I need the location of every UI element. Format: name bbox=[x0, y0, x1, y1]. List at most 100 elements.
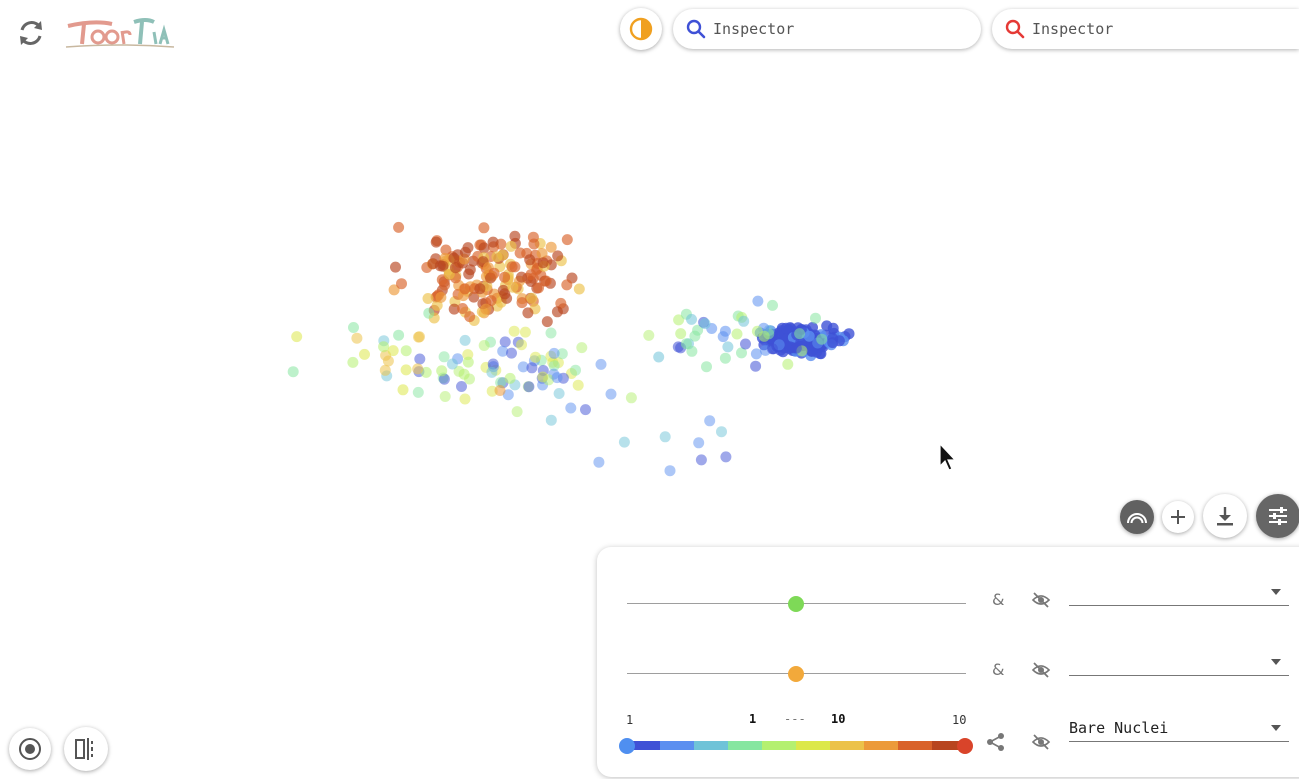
scatter-point bbox=[438, 373, 450, 385]
color-range-thumb-high[interactable] bbox=[957, 738, 973, 754]
scatter-point bbox=[541, 316, 553, 328]
scatter-point bbox=[393, 329, 405, 341]
scatter-point bbox=[450, 262, 461, 274]
scatter-point bbox=[351, 332, 363, 344]
color-range-thumb-low[interactable] bbox=[619, 738, 635, 754]
scatter-point bbox=[505, 240, 517, 252]
scatter-point bbox=[695, 454, 707, 466]
scatter-point bbox=[686, 313, 697, 325]
scatter-point bbox=[673, 314, 685, 326]
scatter-point bbox=[474, 283, 486, 295]
scatter-point bbox=[548, 360, 560, 372]
scatter-point bbox=[565, 402, 577, 414]
scatter-point bbox=[528, 238, 540, 250]
recenter-button[interactable] bbox=[9, 728, 51, 770]
color-field-select[interactable]: Bare Nuclei bbox=[1069, 717, 1289, 742]
scatter-point bbox=[810, 312, 821, 324]
scatter-point bbox=[359, 348, 370, 360]
toorpia-logo bbox=[64, 14, 176, 52]
filter-field-select-1[interactable] bbox=[1069, 581, 1289, 606]
scatter-point bbox=[488, 267, 500, 279]
scatter-point bbox=[740, 338, 751, 350]
scatter-point bbox=[766, 343, 778, 355]
scatter-point bbox=[701, 361, 712, 373]
visibility-off-icon[interactable] bbox=[1031, 732, 1051, 756]
split-view-button[interactable] bbox=[64, 727, 108, 771]
scatter-point bbox=[516, 297, 528, 309]
tune-icon bbox=[1269, 507, 1287, 525]
scatter-point bbox=[593, 456, 605, 468]
filter-slider-thumb-1[interactable] bbox=[788, 596, 804, 612]
download-button[interactable] bbox=[1203, 494, 1247, 538]
scatter-point bbox=[816, 333, 828, 345]
scatter-point bbox=[738, 315, 750, 327]
mouse-cursor-icon bbox=[938, 442, 958, 476]
scatter-point bbox=[680, 338, 692, 350]
filter-field-select-2[interactable] bbox=[1069, 651, 1289, 676]
settings-toggle-button[interactable] bbox=[1256, 494, 1299, 538]
visibility-off-icon[interactable] bbox=[1031, 590, 1051, 614]
scatter-point bbox=[379, 364, 391, 376]
chevron-down-icon bbox=[1271, 725, 1281, 731]
scatter-point bbox=[806, 345, 818, 357]
scatter-point bbox=[412, 386, 424, 398]
scatter-point bbox=[462, 356, 474, 368]
scatter-point bbox=[750, 360, 762, 372]
inspector-search-blue[interactable]: Inspector bbox=[673, 9, 981, 49]
share-icon[interactable] bbox=[986, 732, 1006, 756]
scatter-point bbox=[478, 242, 490, 254]
scatter-point bbox=[497, 249, 509, 261]
scatter-point bbox=[580, 404, 591, 416]
download-icon bbox=[1217, 507, 1233, 526]
scatter-point bbox=[456, 381, 467, 392]
scatter-point bbox=[504, 372, 516, 384]
scatter-point bbox=[509, 230, 521, 242]
scatter-point bbox=[291, 331, 303, 343]
scatter-point bbox=[803, 330, 815, 342]
scatter-point bbox=[414, 353, 426, 365]
color-scale-bar[interactable] bbox=[626, 741, 966, 750]
search-icon bbox=[1005, 19, 1025, 39]
scatter-point bbox=[400, 364, 412, 376]
chevron-down-icon bbox=[1271, 589, 1281, 595]
scatter-point bbox=[414, 331, 425, 343]
scatter-point bbox=[790, 342, 802, 354]
scatter-point bbox=[595, 358, 607, 370]
add-button[interactable] bbox=[1162, 501, 1194, 533]
scatter-point bbox=[497, 345, 509, 357]
theme-toggle-button[interactable] bbox=[620, 8, 662, 50]
scatter-point bbox=[495, 377, 507, 388]
scatter-point bbox=[438, 351, 450, 363]
filter-slider-thumb-2[interactable] bbox=[788, 666, 804, 682]
scatter-point bbox=[464, 264, 476, 276]
scatter-point bbox=[388, 284, 400, 296]
color-scale-segment bbox=[830, 741, 864, 750]
scatter-point bbox=[480, 303, 492, 315]
layers-button[interactable] bbox=[1120, 500, 1154, 534]
scatter-point bbox=[548, 347, 560, 359]
contrast-icon bbox=[629, 17, 653, 41]
scatter-point bbox=[545, 327, 557, 339]
scatter-point bbox=[659, 431, 671, 443]
scatter-point bbox=[573, 283, 585, 295]
scatter-point bbox=[653, 351, 665, 363]
scatter-point bbox=[439, 279, 451, 291]
scatter-point bbox=[556, 348, 568, 360]
scatter-point bbox=[502, 389, 514, 401]
scatter-point bbox=[397, 384, 409, 396]
inspector-search-red[interactable]: Inspector bbox=[992, 9, 1299, 49]
scatter-point bbox=[750, 348, 762, 360]
scatter-point bbox=[643, 329, 655, 341]
chevron-down-icon bbox=[1271, 659, 1281, 665]
visibility-off-icon[interactable] bbox=[1031, 660, 1051, 684]
scatter-point bbox=[699, 318, 711, 330]
scatter-point bbox=[507, 281, 519, 293]
color-scale-segment bbox=[898, 741, 932, 750]
refresh-icon[interactable] bbox=[14, 16, 48, 50]
scatter-point bbox=[545, 241, 557, 253]
scatter-point bbox=[459, 334, 471, 346]
scatter-point bbox=[731, 328, 743, 340]
scatter-point bbox=[506, 347, 517, 359]
scatter-point bbox=[720, 451, 732, 463]
